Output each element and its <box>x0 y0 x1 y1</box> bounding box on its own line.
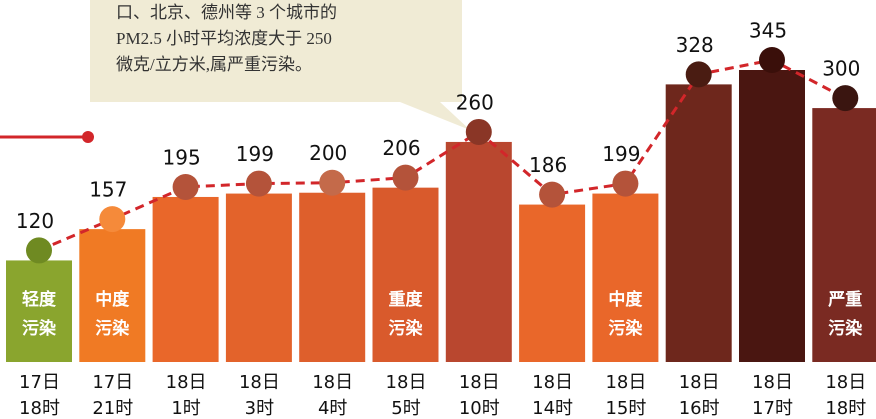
value-label: 345 <box>749 19 787 43</box>
value-label: 199 <box>236 142 274 166</box>
value-label: 328 <box>676 33 714 57</box>
level-label: 严重 污染 <box>828 290 863 339</box>
bar <box>739 70 805 362</box>
x-tick-label: 18日 16时 <box>678 372 720 419</box>
point-marker <box>99 206 126 233</box>
point-marker <box>319 169 346 196</box>
x-tick-label: 17日 18时 <box>19 372 60 419</box>
point-marker <box>759 47 785 73</box>
bar <box>6 260 72 362</box>
bar <box>519 204 586 362</box>
bar <box>79 229 146 362</box>
level-label: 中度 污染 <box>95 290 130 339</box>
bar <box>152 196 219 362</box>
point-marker <box>612 170 639 197</box>
point-marker <box>685 61 712 88</box>
value-label: 260 <box>456 90 494 114</box>
point-marker <box>245 170 272 197</box>
value-label: 195 <box>163 145 201 169</box>
bar <box>812 108 876 362</box>
value-label: 186 <box>529 153 567 177</box>
value-label: 120 <box>16 209 54 233</box>
value-label: 199 <box>602 142 640 166</box>
bar <box>592 193 659 362</box>
x-tick-label: 18日 17时 <box>752 372 793 419</box>
point-marker <box>392 164 419 191</box>
value-label: 157 <box>89 178 127 202</box>
note: 口、北京、德州等 3 个城市的 PM2.5 小时平均浓度大于 250 微克/立方… <box>116 3 337 74</box>
value-label: 300 <box>822 57 860 81</box>
pointer-dot <box>82 131 94 143</box>
value-label: 206 <box>382 136 420 160</box>
bar <box>372 187 439 362</box>
note-box <box>90 0 470 130</box>
bar <box>299 192 366 362</box>
x-tick-label: 18日 14时 <box>532 372 574 419</box>
point-marker <box>172 173 199 200</box>
x-tick-label: 18日 4时 <box>312 372 354 419</box>
point-marker <box>26 237 52 264</box>
bar <box>665 84 732 363</box>
x-tick-label: 17日 21时 <box>92 372 134 419</box>
x-tick-label: 18日 10时 <box>458 372 500 419</box>
point-marker <box>539 181 566 208</box>
level-label: 轻度 污染 <box>22 290 56 339</box>
value-label: 200 <box>309 141 347 165</box>
point-marker <box>465 118 492 145</box>
x-tick-label: 18日 5时 <box>385 372 427 419</box>
point-marker <box>832 85 859 112</box>
bar <box>225 193 292 362</box>
x-tick-label: 18日 18时 <box>825 372 867 419</box>
x-tick-label: 18日 3时 <box>238 372 280 419</box>
level-label: 重度 污染 <box>388 290 423 339</box>
bar <box>445 141 512 362</box>
x-tick-label: 18日 1时 <box>165 372 207 419</box>
level-label: 中度 污染 <box>608 290 643 339</box>
x-tick-label: 18日 15时 <box>605 372 647 419</box>
